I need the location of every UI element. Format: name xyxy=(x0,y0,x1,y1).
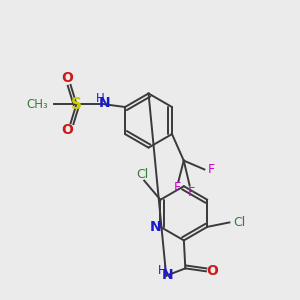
Text: F: F xyxy=(173,181,181,194)
Text: N: N xyxy=(99,96,110,110)
Text: H: H xyxy=(158,264,166,277)
Text: H: H xyxy=(96,92,104,105)
Text: N: N xyxy=(162,268,173,282)
Text: O: O xyxy=(61,71,73,85)
Text: Cl: Cl xyxy=(136,168,149,181)
Text: S: S xyxy=(71,97,82,112)
Text: Cl: Cl xyxy=(233,216,245,229)
Text: CH₃: CH₃ xyxy=(27,98,49,111)
Text: O: O xyxy=(61,123,73,137)
Text: F: F xyxy=(207,163,214,176)
Text: O: O xyxy=(206,264,218,278)
Text: N: N xyxy=(149,220,161,234)
Text: F: F xyxy=(188,187,195,200)
